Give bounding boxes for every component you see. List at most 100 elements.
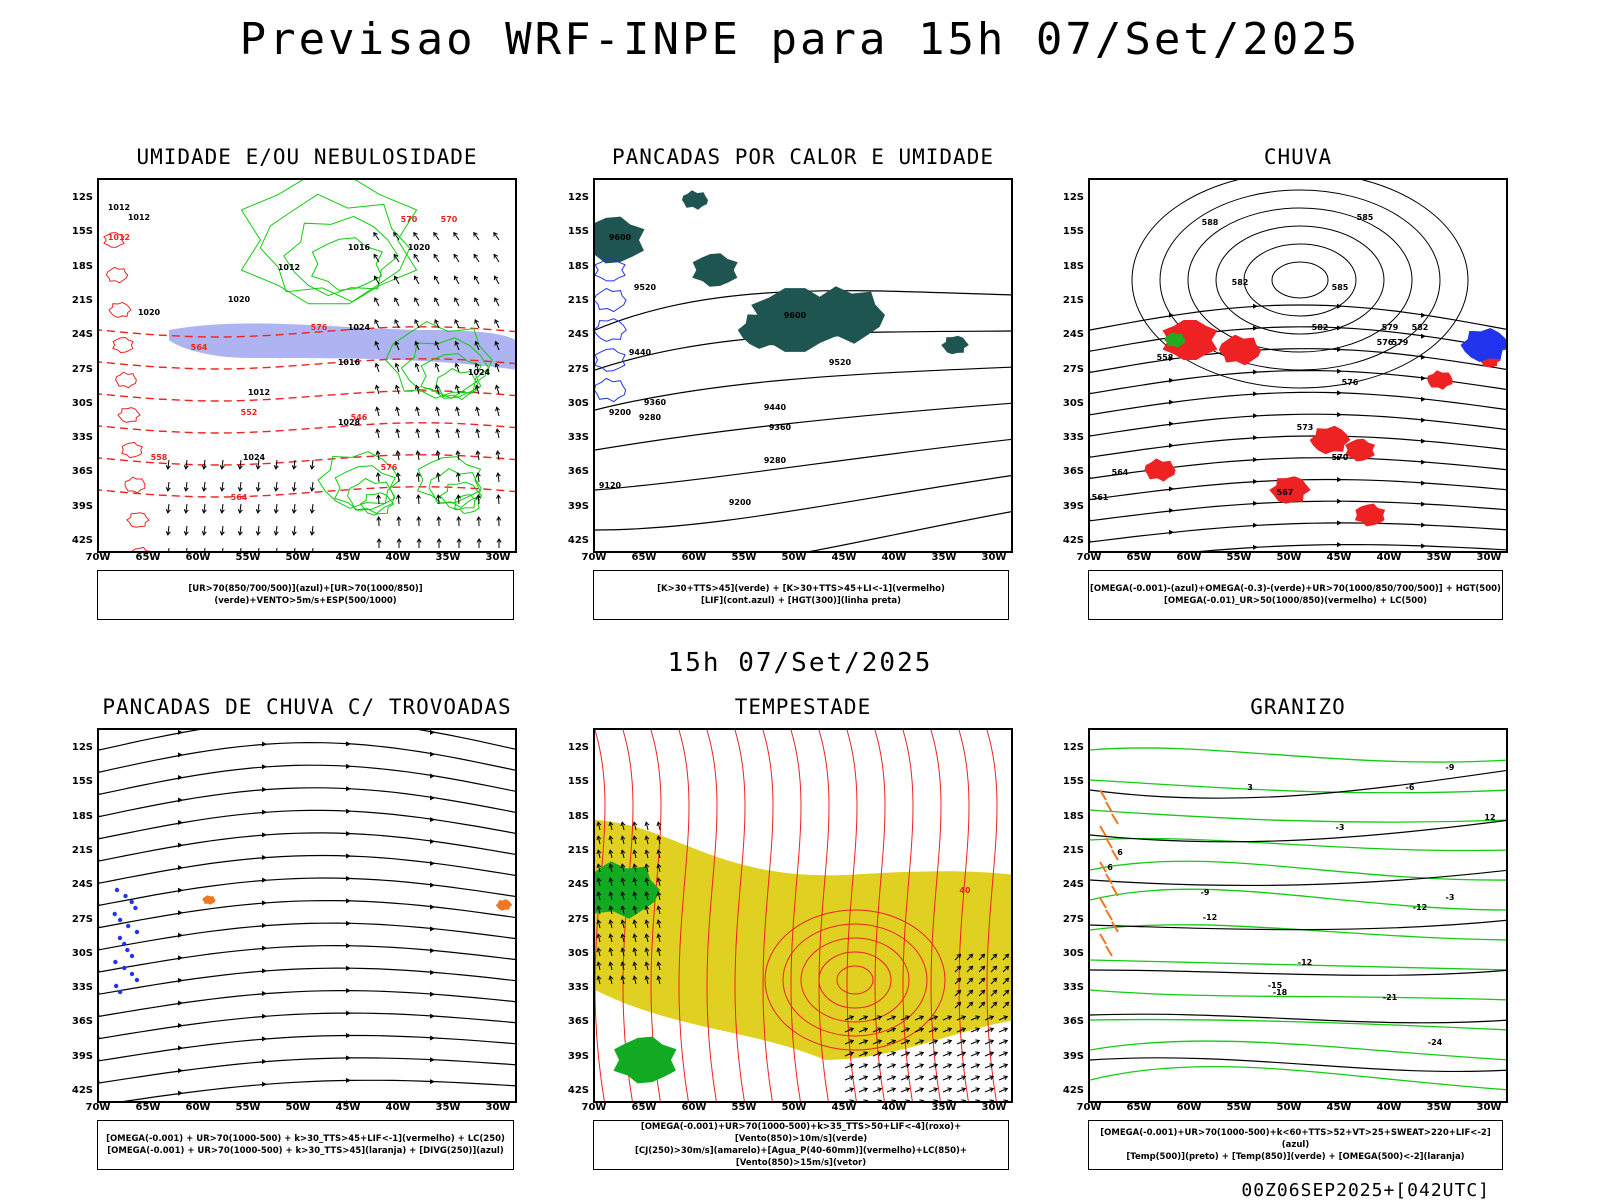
wind-vector bbox=[985, 1088, 993, 1092]
wind-vector bbox=[901, 1052, 909, 1056]
flow-arrowhead bbox=[262, 742, 267, 747]
wind-vector bbox=[377, 539, 381, 548]
longitude-tick-label: 70W bbox=[1074, 1102, 1104, 1113]
latitude-tick-label: 39S bbox=[1058, 501, 1084, 512]
flow-arrowhead bbox=[1253, 369, 1258, 374]
divergence-area bbox=[122, 942, 126, 946]
omega500-area bbox=[1100, 898, 1106, 908]
latitude-tick-label: 24S bbox=[563, 879, 589, 890]
flow-arrowhead bbox=[262, 1059, 267, 1064]
flow-arrowhead bbox=[1169, 530, 1174, 535]
flow-arrowhead bbox=[178, 730, 183, 735]
flow-arrowhead bbox=[430, 774, 435, 779]
latitude-tick-label: 15S bbox=[1058, 226, 1084, 237]
flow-arrowhead bbox=[1169, 508, 1174, 513]
legend-line: [UR>70(850/700/500)](azul)+[UR>70(1000/8… bbox=[98, 583, 513, 607]
longitude-tick-label: 45W bbox=[1324, 552, 1354, 563]
latitude-tick-label: 33S bbox=[1058, 982, 1084, 993]
wind-vector bbox=[476, 429, 480, 438]
contour-label: 1012 bbox=[248, 388, 270, 397]
latitude-tick-label: 18S bbox=[67, 261, 93, 272]
longitude-tick-label: 30W bbox=[979, 552, 1009, 563]
latitude-tick-label: 39S bbox=[1058, 1051, 1084, 1062]
flow-arrowhead bbox=[346, 1055, 351, 1060]
flow-arrowhead bbox=[346, 1078, 351, 1083]
longitude-tick-label: 55W bbox=[233, 552, 263, 563]
wind850-area bbox=[614, 1037, 677, 1084]
flow-arrowhead bbox=[430, 795, 435, 800]
streamline bbox=[1090, 392, 1508, 415]
omega500-area bbox=[1106, 910, 1112, 920]
streamline bbox=[1090, 520, 1508, 542]
wind-vector bbox=[985, 1076, 993, 1080]
wind-vector bbox=[417, 539, 421, 548]
wind-vector bbox=[184, 482, 188, 491]
contour-label: 579 bbox=[1382, 323, 1399, 332]
wind-vector bbox=[985, 1028, 993, 1032]
contour-label: 9360 bbox=[644, 398, 667, 407]
wind-vector bbox=[474, 276, 479, 284]
rain-area bbox=[1427, 370, 1452, 389]
flow-arrowhead bbox=[346, 898, 351, 903]
longitude-tick-label: 70W bbox=[83, 552, 113, 563]
latitude-tick-label: 21S bbox=[1058, 295, 1084, 306]
longitude-tick-label: 50W bbox=[779, 552, 809, 563]
wind-vector bbox=[220, 548, 224, 553]
flow-arrowhead bbox=[178, 798, 183, 803]
humidity-lowlevel-contour bbox=[318, 452, 400, 509]
longitude-tick-label: 40W bbox=[1374, 552, 1404, 563]
red-contour bbox=[116, 372, 137, 388]
wind-vector bbox=[957, 1088, 965, 1092]
latitude-tick-label: 21S bbox=[563, 295, 589, 306]
wind-vector bbox=[454, 276, 459, 284]
wind-vector bbox=[166, 504, 170, 513]
flow-arrowhead bbox=[1337, 412, 1342, 417]
rain-area bbox=[1219, 335, 1262, 366]
contour-label: 570 bbox=[1332, 453, 1349, 462]
longitude-tick-label: 50W bbox=[1274, 552, 1304, 563]
wind-vector bbox=[943, 1076, 951, 1080]
page-title: Previsao WRF-INPE para 15h 07/Set/2025 bbox=[0, 14, 1600, 65]
flow-arrowhead bbox=[1169, 421, 1174, 426]
forecast-map: 40 bbox=[593, 728, 1013, 1103]
flow-arrowhead bbox=[178, 933, 183, 938]
wind-vector bbox=[457, 517, 461, 526]
latitude-tick-label: 24S bbox=[67, 329, 93, 340]
wind-vector bbox=[416, 407, 420, 416]
wind-vector bbox=[943, 1052, 951, 1056]
wind-vector bbox=[375, 385, 379, 394]
contour-label: 1020 bbox=[408, 243, 431, 252]
wind-vector bbox=[376, 407, 380, 416]
wind-vector bbox=[985, 1052, 993, 1056]
humidity-lowlevel-contour bbox=[360, 493, 393, 515]
longitude-tick-label: 55W bbox=[729, 552, 759, 563]
wind-vector bbox=[943, 1064, 951, 1068]
longitude-tick-label: 70W bbox=[83, 1102, 113, 1113]
temp500-contour bbox=[1090, 870, 1508, 885]
flow-arrowhead bbox=[1253, 479, 1258, 484]
panel-title: PANCADAS DE CHUVA C/ TROVOADAS bbox=[97, 695, 517, 719]
flow-arrowhead bbox=[1253, 501, 1258, 506]
flow-arrowhead bbox=[1337, 369, 1342, 374]
flow-arrowhead bbox=[346, 943, 351, 948]
thickness-contour bbox=[99, 487, 517, 497]
hgt300-contour bbox=[595, 439, 1013, 490]
flow-arrowhead bbox=[1253, 304, 1258, 309]
contour-label: 1020 bbox=[138, 308, 161, 317]
contour-label: 9280 bbox=[639, 413, 662, 422]
wind-vector bbox=[496, 429, 500, 438]
latitude-tick-label: 21S bbox=[67, 295, 93, 306]
wind-vector bbox=[310, 482, 314, 491]
wind-vector bbox=[374, 233, 379, 240]
flow-arrowhead bbox=[178, 1068, 183, 1073]
streamline bbox=[99, 1011, 517, 1039]
flow-arrowhead bbox=[262, 1082, 267, 1087]
latitude-tick-label: 27S bbox=[563, 914, 589, 925]
wind-vector bbox=[202, 482, 206, 491]
temp850-contour bbox=[1090, 748, 1508, 762]
legend-box: [OMEGA(-0.001)+UR>70(1000-500)+k>35_TTS>… bbox=[593, 1120, 1009, 1170]
wind-vector bbox=[887, 1088, 895, 1092]
flow-arrowhead bbox=[346, 921, 351, 926]
